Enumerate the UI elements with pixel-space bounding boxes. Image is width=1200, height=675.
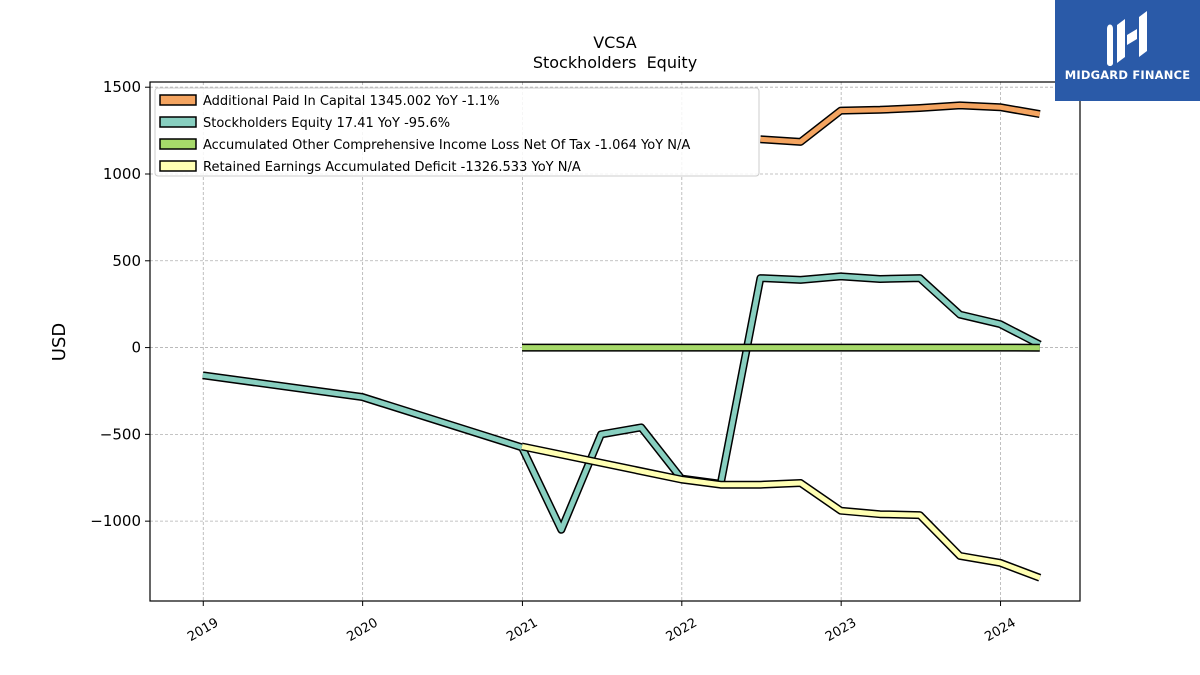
y-tick-label: 1000 [103, 165, 141, 183]
chart-title: VCSA [593, 33, 637, 52]
legend-swatch [159, 160, 197, 172]
legend-swatch [159, 138, 197, 150]
logo-text: MIDGARD FINANCE [1064, 68, 1191, 82]
legend-label: Stockholders Equity 17.41 YoY -95.6% [203, 116, 450, 131]
midgard-logo-icon [1107, 11, 1147, 66]
logo: MIDGARD FINANCE [1055, 0, 1200, 101]
legend-swatch [159, 116, 197, 128]
y-axis: 1500 1000 500 0 −500 −1000 [90, 78, 150, 530]
legend-label: Retained Earnings Accumulated Deficit -1… [203, 160, 581, 175]
legend-swatch [159, 94, 197, 106]
legend-label: Accumulated Other Comprehensive Income L… [203, 138, 690, 153]
y-tick-label: 0 [131, 339, 141, 357]
chart-subtitle: Stockholders Equity [533, 53, 697, 72]
series-1-line [202, 273, 1041, 533]
y-tick-label: 1500 [103, 78, 141, 96]
y-tick-label: 500 [112, 252, 141, 270]
legend-label: Additional Paid In Capital 1345.002 YoY … [203, 94, 500, 109]
legend: Additional Paid In Capital 1345.002 YoY … [154, 87, 760, 177]
series-layer [202, 101, 1042, 582]
y-tick-label: −500 [100, 425, 141, 443]
series-3-line [521, 444, 1041, 581]
y-tick-label: −1000 [90, 512, 141, 530]
legend-items: Additional Paid In Capital 1345.002 YoY … [159, 94, 690, 175]
y-axis-label: USD [49, 323, 70, 361]
plot-frame [149, 81, 1081, 602]
series-0-line [760, 102, 1041, 145]
legend-box [154, 87, 760, 177]
